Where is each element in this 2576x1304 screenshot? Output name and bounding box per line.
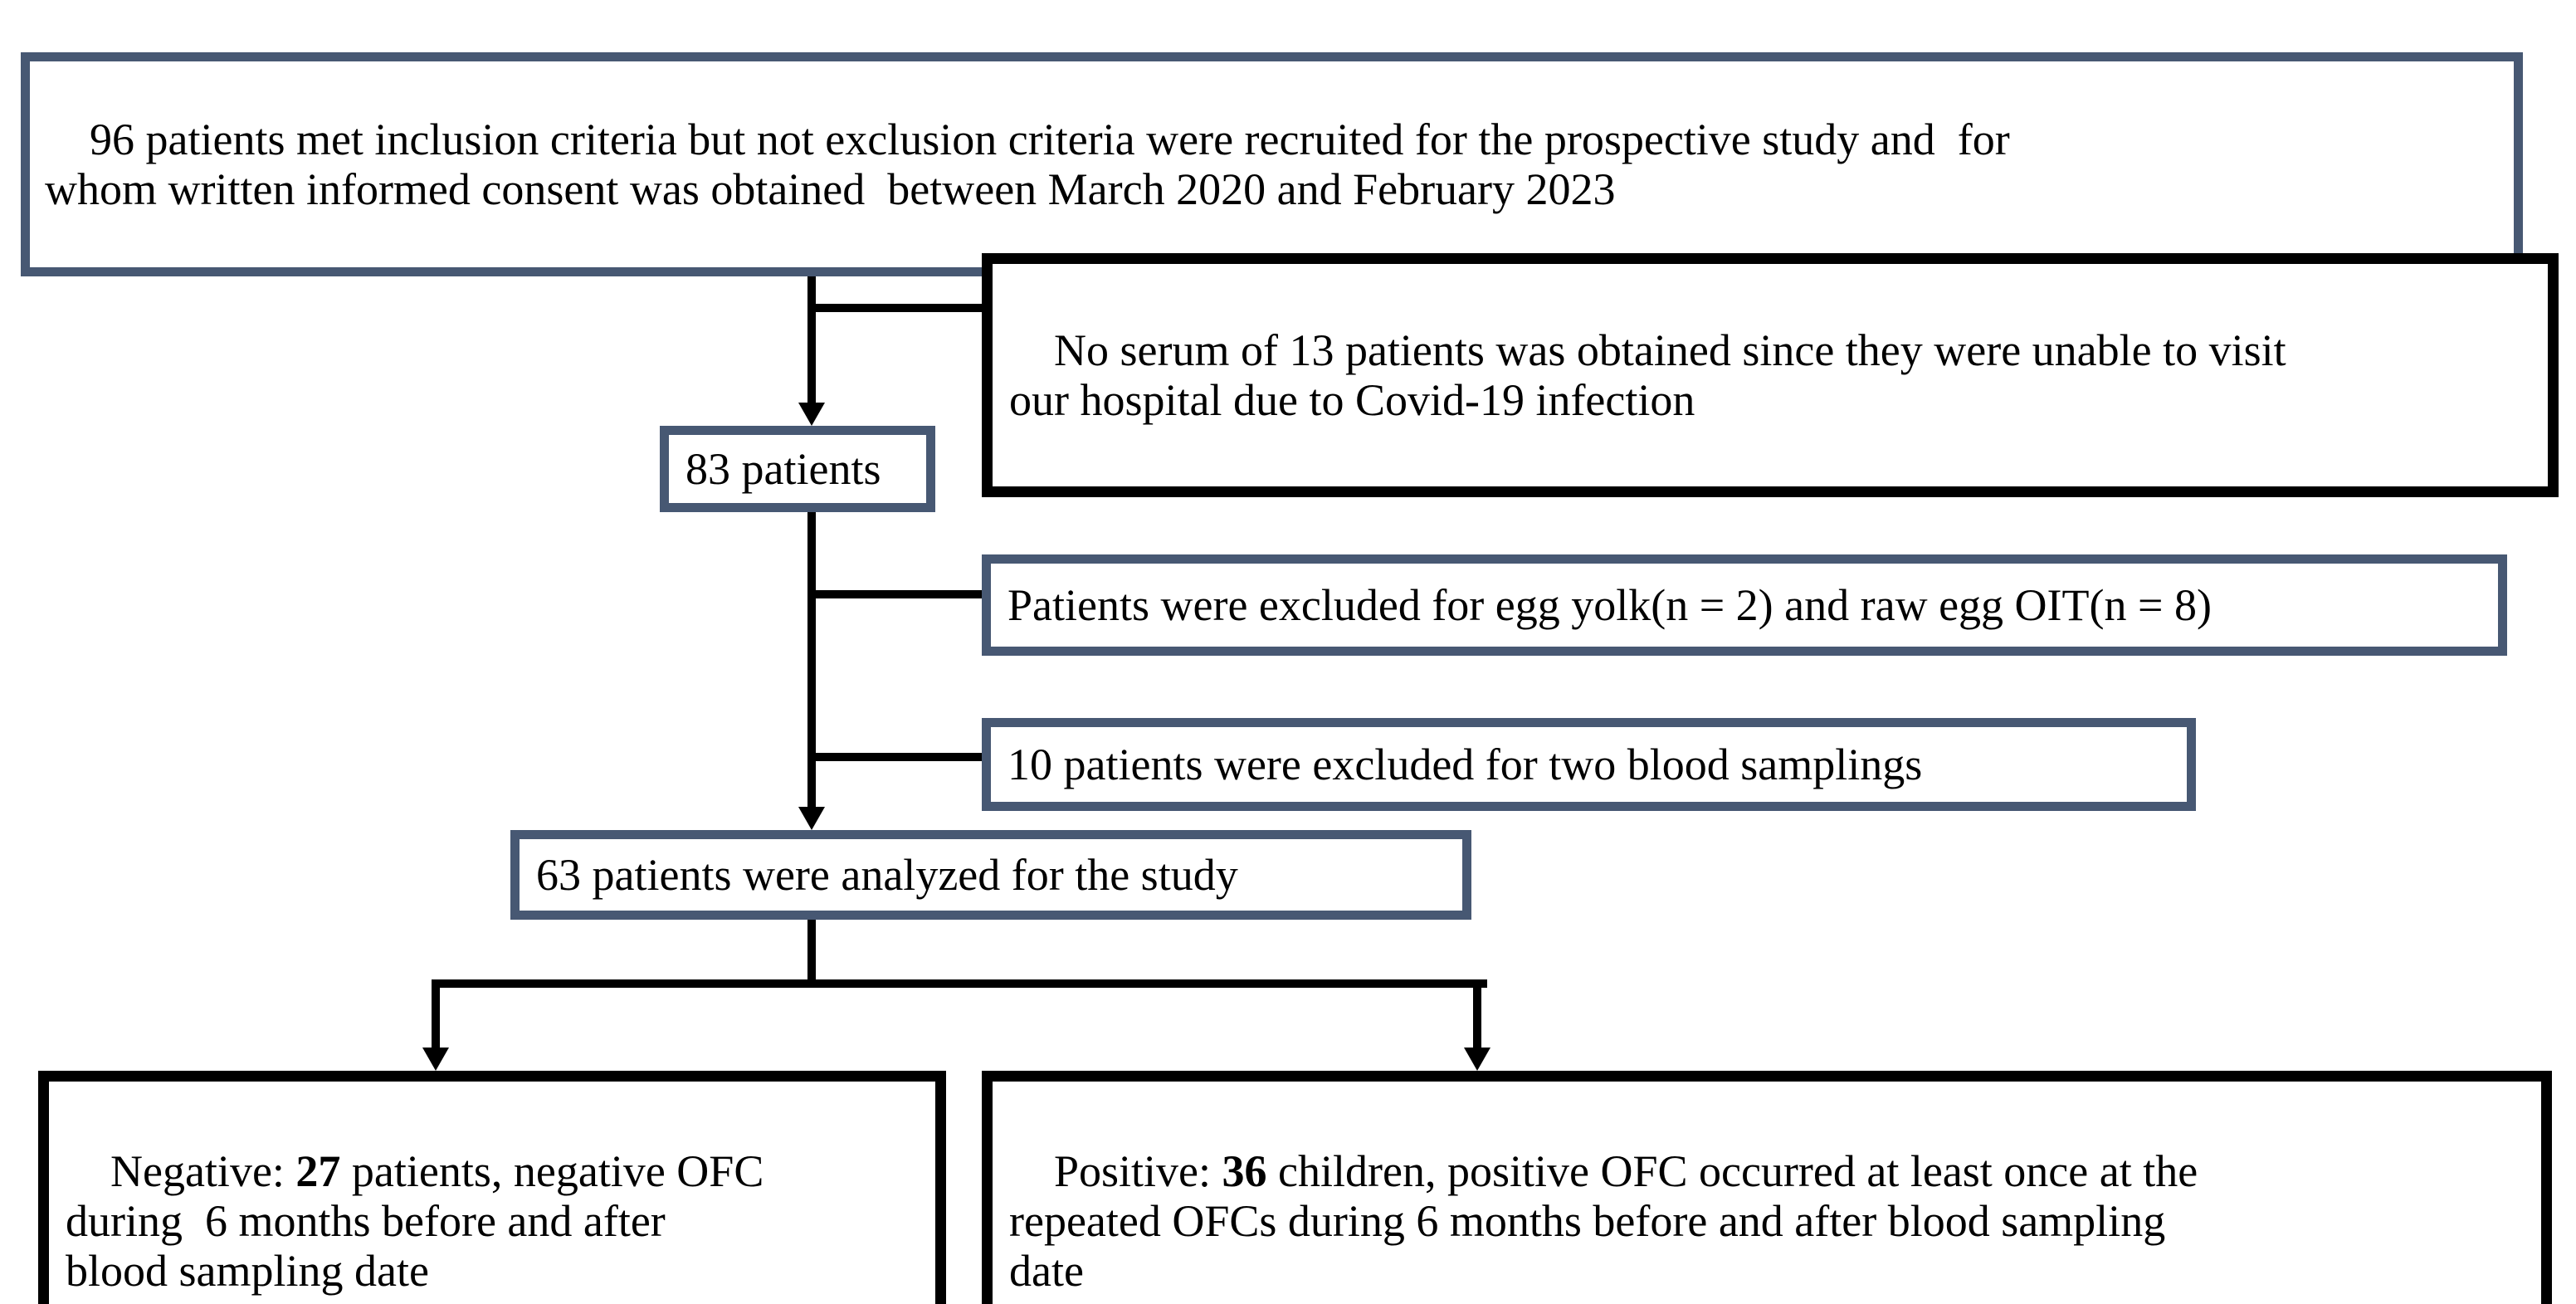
recruited-box: 96 patients met inclusion criteria but n… <box>21 52 2523 276</box>
connector-top-to-83 <box>807 158 816 407</box>
negative-outcome-suffix: patients, negative OFC during 6 months b… <box>66 1146 764 1296</box>
positive-outcome-box: Positive: 36 children, positive OFC occu… <box>982 1071 2552 1304</box>
negative-count: 27 <box>295 1146 341 1196</box>
patients-83-box: 83 patients <box>660 426 935 512</box>
arrowhead-into-negative-box <box>422 1048 449 1071</box>
blood-sampling-exclusion-text: 10 patients were excluded for two blood … <box>1007 740 1923 789</box>
connector-branch-no-serum <box>807 304 986 312</box>
connector-split-to-positive <box>1473 986 1481 1049</box>
blood-sampling-exclusion-box: 10 patients were excluded for two blood … <box>982 718 2196 811</box>
analyzed-text: 63 patients were analyzed for the study <box>536 850 1238 900</box>
patients-83-text: 83 patients <box>685 444 881 494</box>
negative-outcome-box: Negative: 27 patients, negative OFC duri… <box>38 1071 946 1304</box>
negative-outcome-prefix: Negative: <box>110 1146 296 1196</box>
connector-63-to-split <box>807 916 816 988</box>
arrowhead-into-positive-box <box>1464 1048 1490 1071</box>
connector-branch-blood-sampling <box>807 753 986 761</box>
positive-outcome-suffix: children, positive OFC occurred at least… <box>1009 1146 2198 1296</box>
egg-yolk-exclusion-box: Patients were excluded for egg yolk(n = … <box>982 554 2507 656</box>
analyzed-box: 63 patients were analyzed for the study <box>510 830 1471 920</box>
connector-83-to-63 <box>807 508 816 807</box>
positive-outcome-prefix: Positive: <box>1054 1146 1222 1196</box>
connector-branch-egg-yolk <box>807 590 986 598</box>
no-serum-text: No serum of 13 patients was obtained sin… <box>1009 325 2286 425</box>
connector-split-to-negative <box>432 986 440 1049</box>
positive-count: 36 <box>1222 1146 1267 1196</box>
arrowhead-into-83-box <box>798 403 825 426</box>
recruited-text: 96 patients met inclusion criteria but n… <box>45 115 2010 214</box>
arrowhead-into-63-box <box>798 807 825 830</box>
connector-split-bar <box>432 979 1487 988</box>
egg-yolk-exclusion-text: Patients were excluded for egg yolk(n = … <box>1007 580 2212 630</box>
no-serum-box: No serum of 13 patients was obtained sin… <box>982 253 2559 497</box>
